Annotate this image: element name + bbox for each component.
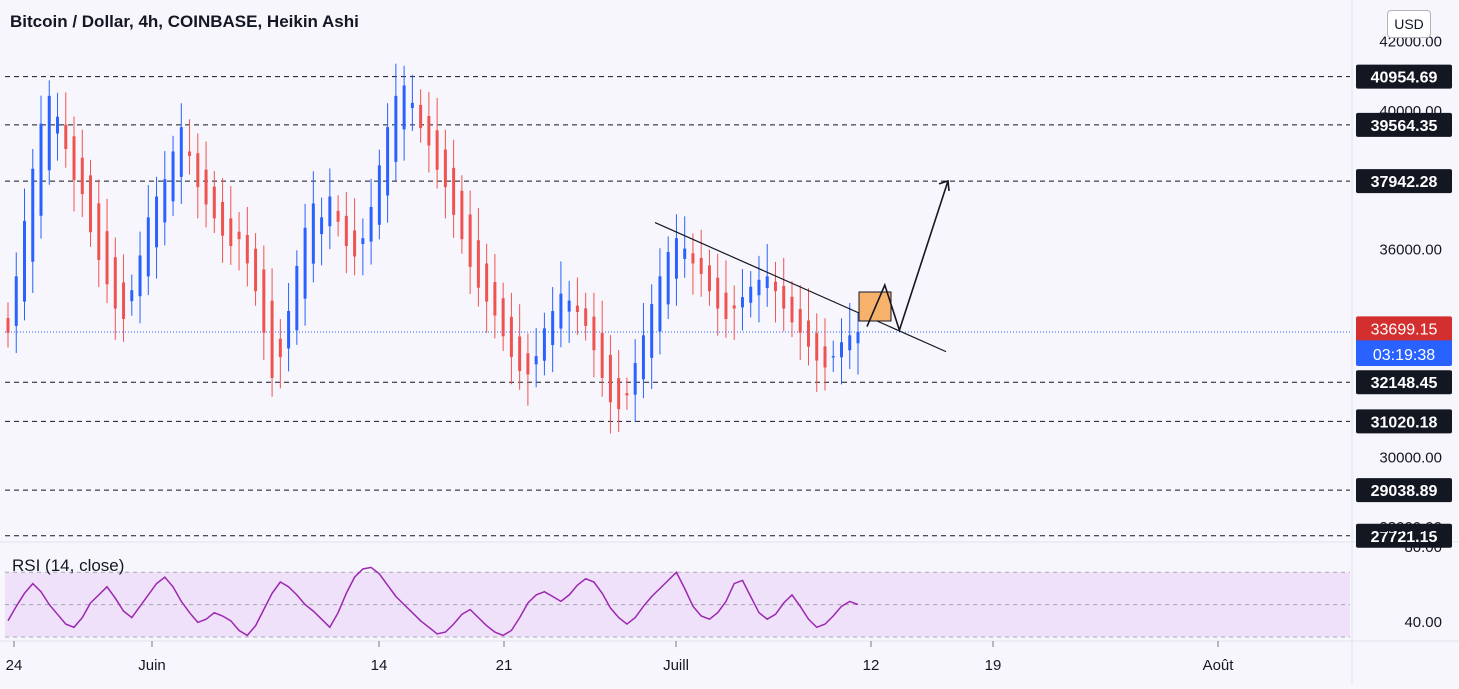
time-tick-label: Août bbox=[1203, 657, 1235, 674]
level-label: 32148.45 bbox=[1371, 375, 1438, 392]
level-label-box bbox=[1356, 169, 1452, 194]
marked-price-label: 33699.15 bbox=[1371, 321, 1438, 338]
time-tick-label: Juill bbox=[663, 657, 689, 674]
price-tick-label-partial: 40000.00 bbox=[1379, 103, 1442, 120]
trendline bbox=[654, 222, 947, 353]
level-label-box bbox=[1356, 478, 1452, 503]
rsi-line bbox=[7, 566, 859, 637]
price-tick-label: 30000.00 bbox=[1379, 450, 1442, 467]
chart-title: Bitcoin / Dollar, 4h, COINBASE, Heikin A… bbox=[10, 12, 359, 31]
time-tick-label: 21 bbox=[496, 657, 513, 674]
price-axis: 40954.69 39564.35 37942.28 32148.45 31020.18… bbox=[1356, 33, 1452, 631]
price-tick-label-partial: 28000.00 bbox=[1379, 519, 1442, 536]
rsi-title: RSI (14, close) bbox=[12, 556, 125, 575]
level-label-box bbox=[1356, 64, 1452, 89]
time-tick-label: 12 bbox=[863, 657, 880, 674]
time-tick-label: Juin bbox=[138, 657, 166, 674]
rsi-tick-label: 40.00 bbox=[1404, 614, 1442, 631]
level-label: 31020.18 bbox=[1371, 414, 1438, 431]
level-label: 27721.15 bbox=[1371, 529, 1438, 546]
breakout-box bbox=[858, 291, 892, 322]
rsi-pane bbox=[5, 566, 1350, 638]
level-label: 37942.28 bbox=[1371, 174, 1438, 191]
marked-price-box bbox=[1356, 316, 1452, 341]
level-label-box bbox=[1356, 523, 1452, 548]
arrow-head bbox=[938, 179, 950, 191]
drawings bbox=[654, 179, 950, 353]
candles bbox=[6, 63, 860, 434]
rsi-tick-label-partial: 80.00 bbox=[1404, 539, 1442, 556]
time-axis: 24 Juin 14 21 Juill 12 19 Août bbox=[6, 641, 1235, 674]
level-label-box bbox=[1356, 112, 1452, 137]
currency-button[interactable]: USD bbox=[1387, 10, 1431, 38]
time-tick-label: 24 bbox=[6, 657, 23, 674]
projection-path bbox=[866, 180, 949, 333]
level-label-box bbox=[1356, 409, 1452, 434]
level-label: 40954.69 bbox=[1371, 70, 1438, 87]
level-label-box bbox=[1356, 370, 1452, 395]
time-tick-label: 19 bbox=[985, 657, 1002, 674]
countdown-label: 03:19:38 bbox=[1373, 347, 1435, 364]
horizontal-levels bbox=[5, 76, 1350, 537]
price-tick-label: 36000.00 bbox=[1379, 242, 1442, 259]
level-label: 39564.35 bbox=[1371, 118, 1438, 135]
time-tick-label: 14 bbox=[371, 657, 388, 674]
level-label: 29038.89 bbox=[1371, 483, 1438, 500]
